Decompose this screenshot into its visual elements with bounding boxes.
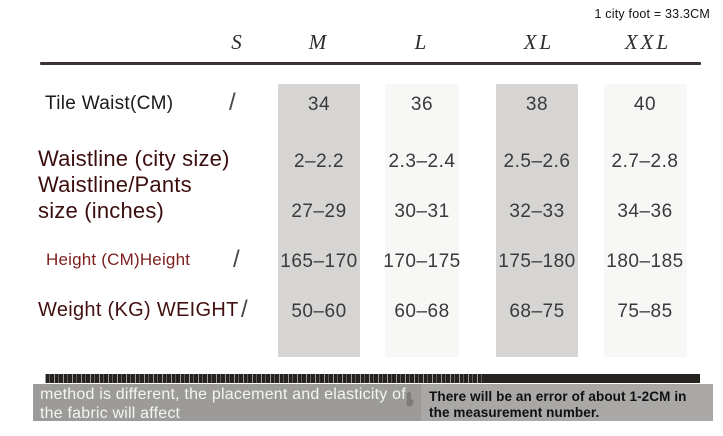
cell-waist-city-l: 2.3–2.4 [388, 151, 456, 172]
cell-waist-inch-m: 27–29 [291, 201, 347, 222]
column-strip-xxl [604, 84, 687, 357]
cell-waist-city-xl: 2.5–2.6 [503, 151, 571, 172]
cell-tile-waist-xl: 38 [525, 94, 549, 115]
cell-waist-inch-xxl: 34–36 [617, 201, 673, 222]
cell-weight-m: 50–60 [291, 301, 347, 322]
footer-note-left-line1: method is different, the placement and e… [40, 386, 406, 403]
column-strip-l [385, 84, 459, 357]
cell-tile-waist-m: 34 [307, 94, 331, 115]
cell-waist-inch-l: 30–31 [394, 201, 450, 222]
row-label-waistline: Waistline (city size) Waistline/Pants si… [38, 146, 230, 224]
cell-height-xl: 175–180 [498, 251, 576, 272]
height-s-slash: / [233, 246, 240, 273]
size-header-xl: XL [523, 30, 555, 54]
cell-weight-l: 60–68 [394, 301, 450, 322]
hand-icon [406, 392, 414, 407]
footer-note-left: method is different, the placement and e… [40, 386, 420, 423]
cell-tile-waist-l: 36 [410, 94, 434, 115]
column-strip-xl [496, 84, 578, 357]
footer-note-right: There will be an error of about 1-2CM in… [429, 389, 713, 420]
footer-note-panel-right [421, 384, 713, 421]
size-header-m: M [308, 30, 330, 54]
waistline-label-line3: size (inches) [38, 198, 165, 223]
cell-waist-city-xxl: 2.7–2.8 [611, 151, 679, 172]
row-label-height: Height (CM)Height [46, 250, 191, 269]
cell-tile-waist-xxl: 40 [633, 94, 657, 115]
obscured-text-strip [45, 374, 700, 383]
cell-waist-inch-xl: 32–33 [509, 201, 565, 222]
size-header-l: L [414, 30, 430, 54]
tile-waist-s-slash: / [229, 89, 236, 116]
footer-note-right-line2: the measurement number. [429, 404, 600, 420]
size-header-xxl: XXL [624, 30, 672, 54]
footer-note-right-line1: There will be an error of about 1-2CM in [429, 389, 687, 404]
waistline-label-line1: Waistline (city size) [38, 146, 230, 171]
conversion-note: 1 city foot = 33.3CM [594, 7, 710, 21]
cell-height-m: 165–170 [280, 251, 358, 272]
weight-s-slash: / [241, 296, 248, 323]
cell-weight-xl: 68–75 [509, 301, 565, 322]
row-label-tile-waist: Tile Waist(CM) [45, 93, 174, 114]
cell-height-xxl: 180–185 [606, 251, 684, 272]
footer-note-left-line2: the fabric will affect [40, 404, 181, 422]
size-header-s: S [231, 30, 245, 54]
cell-weight-xxl: 75–85 [617, 301, 673, 322]
column-strip-m [278, 84, 360, 357]
header-divider-rule [40, 62, 701, 65]
cell-waist-city-m: 2–2.2 [293, 151, 345, 172]
row-label-weight: Weight (KG) WEIGHT [38, 299, 239, 321]
footer-note-panel [33, 384, 713, 421]
waistline-label-line2: Waistline/Pants [38, 172, 192, 197]
cell-height-l: 170–175 [383, 251, 461, 272]
